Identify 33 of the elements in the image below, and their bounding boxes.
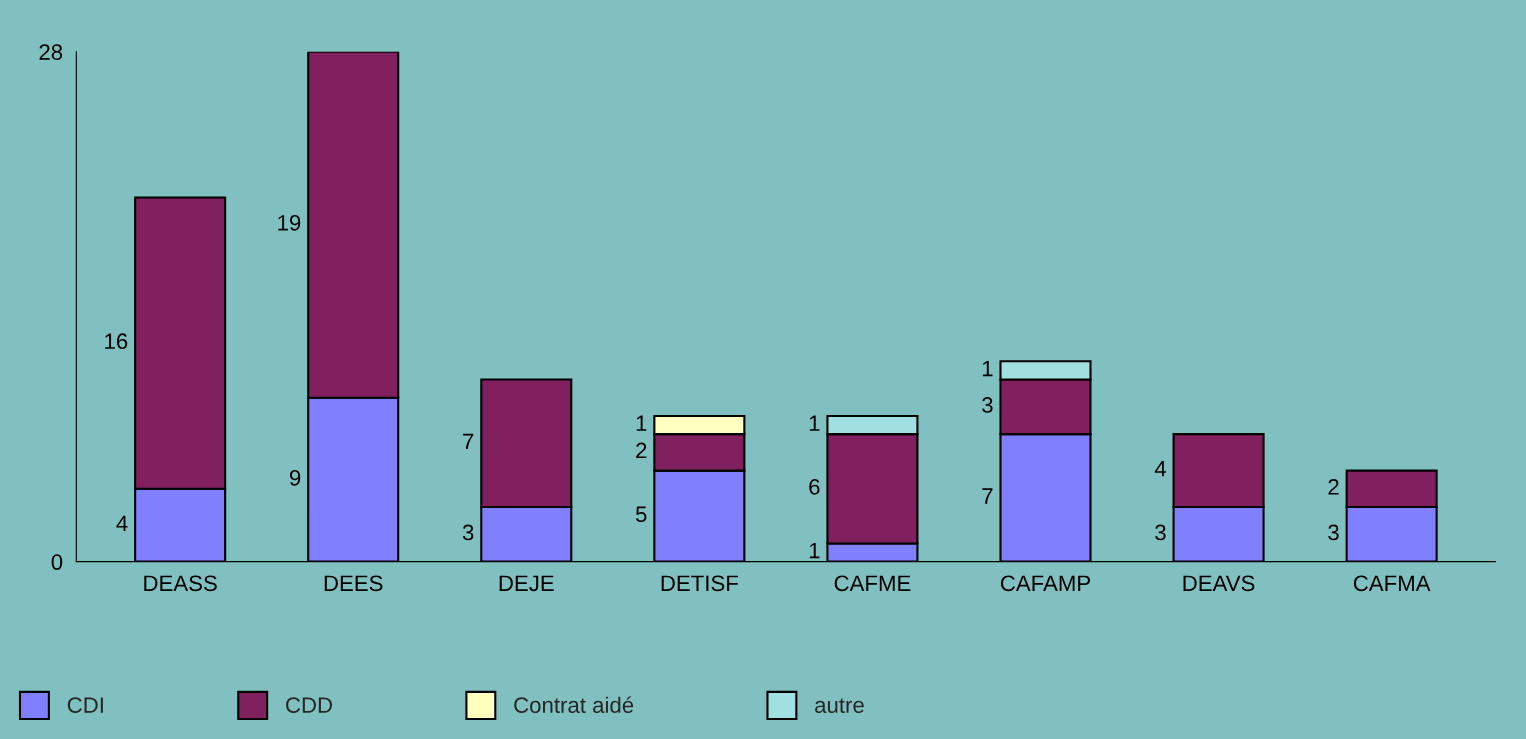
data-label: 3: [462, 524, 474, 541]
data-label: 9: [289, 469, 301, 486]
y-tick-label: 0: [51, 554, 63, 570]
x-tick-label: CAFAMP: [1000, 575, 1091, 592]
data-label: 4: [1154, 461, 1166, 477]
data-label: 6: [809, 479, 820, 495]
x-tick-label: DEJE: [499, 575, 554, 592]
x-tick-label: DEAVS: [1183, 575, 1255, 592]
legend-label: Contrat aidé: [514, 696, 634, 713]
x-tick-label: CAFME: [834, 575, 911, 592]
x-tick-label: DEASS: [144, 575, 217, 592]
data-label: 2: [1328, 479, 1339, 495]
data-label: 7: [463, 433, 474, 450]
data-label: 1: [809, 415, 820, 431]
y-tick-label: 28: [39, 44, 63, 60]
data-label: 1: [636, 415, 647, 431]
data-label: 1: [982, 360, 993, 377]
data-label: 19: [278, 214, 301, 231]
data-label: 5: [635, 506, 647, 523]
data-label: 3: [1155, 524, 1166, 541]
x-tick-label: DETISF: [661, 575, 738, 592]
legend-label: CDD: [286, 697, 333, 713]
data-label: 7: [982, 488, 993, 504]
data-label: 2: [636, 442, 647, 459]
legend-label: CDI: [67, 697, 103, 713]
data-label: 1: [809, 542, 820, 559]
data-label: 16: [105, 333, 128, 350]
x-tick-label: CAFMA: [1353, 575, 1431, 592]
data-label: 3: [1328, 524, 1339, 541]
data-label: 4: [116, 515, 128, 531]
data-label: 3: [982, 397, 993, 413]
legend-label: autre: [815, 698, 864, 713]
x-tick-label: DEES: [324, 575, 383, 592]
